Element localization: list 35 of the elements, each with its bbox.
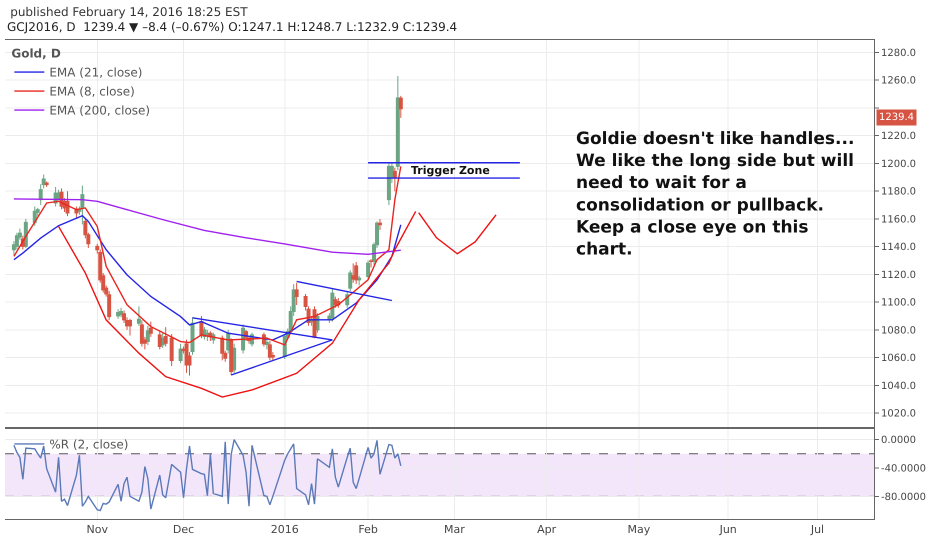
- y-tick-label: 0.0000: [881, 435, 916, 446]
- annotation: Goldie doesn't like handles... We like the long side but will need to wait for a consolidation or pullback. Keep a close eye on this chart.: [576, 129, 854, 260]
- chart-title: published February 14, 2016 18:25 EST: [10, 5, 248, 20]
- y-tick-label: 1140.0: [881, 242, 916, 254]
- y-tick-label: 1020.0: [881, 408, 916, 420]
- y-tick-label: 1080.0: [881, 325, 916, 336]
- legend-label: EMA (8, close): [49, 84, 135, 99]
- y-tick-label: 1100.0: [881, 298, 916, 309]
- annotation: Trigger Zone: [411, 164, 490, 177]
- legend-label: EMA (200, close): [49, 104, 150, 118]
- x-tick-label: May: [628, 523, 651, 536]
- y-tick-label: 1260.0: [881, 76, 916, 87]
- x-tick-label: Apr: [537, 523, 557, 536]
- y-tick-label: 1060.0: [881, 353, 916, 364]
- x-tick-label: Jun: [718, 523, 737, 536]
- y-tick-label: 1280.0: [881, 48, 916, 59]
- y-tick-label: 1040.0: [881, 380, 916, 392]
- chart-subtitle: GCJ2016, D 1239.4 ▼ –8.4 (–0.67%) O:1247.1 H:1248.7 L:1232.9 C:1239.4: [7, 20, 458, 34]
- legend-label: %R (2, close): [49, 438, 128, 452]
- x-tick-label: 2016: [270, 523, 299, 536]
- x-tick-label: Nov: [86, 523, 108, 536]
- x-tick-label: Feb: [358, 523, 378, 536]
- y-tick-label: 1220.0: [881, 131, 916, 142]
- legend-title: Gold, D: [11, 46, 61, 61]
- y-tick-label: 1120.0: [881, 270, 916, 281]
- y-tick-label: -40.0000: [881, 463, 926, 474]
- y-tick-label: 1200.0: [881, 158, 916, 170]
- y-tick-label: -80.0000: [881, 492, 926, 503]
- legend-label: EMA (21, close): [49, 66, 142, 80]
- x-tick-label: Mar: [444, 523, 466, 536]
- text: 1239.4: [879, 112, 914, 123]
- x-tick-label: Jul: [810, 523, 824, 536]
- x-tick-label: Dec: [172, 523, 194, 536]
- y-tick-label: 1160.0: [881, 214, 916, 226]
- y-tick-label: 1180.0: [881, 186, 916, 198]
